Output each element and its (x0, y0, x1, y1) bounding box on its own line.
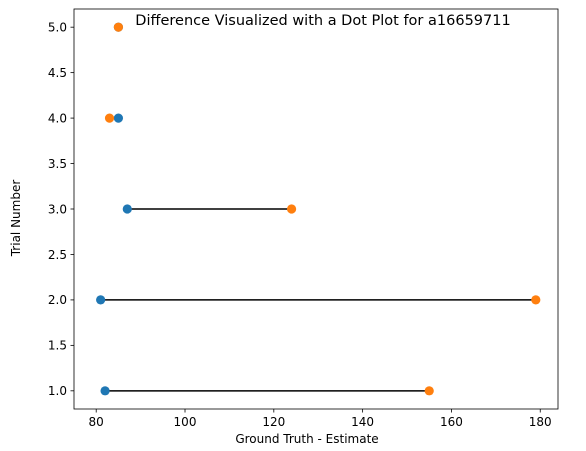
data-points (96, 22, 541, 396)
data-point-orange (104, 113, 115, 123)
x-tick-label: 100 (174, 415, 197, 429)
y-tick-label: 3.0 (48, 202, 67, 216)
y-tick-label: 2.0 (48, 293, 67, 307)
x-tick-label: 120 (262, 415, 285, 429)
data-point-blue (122, 204, 132, 214)
y-tick-label: 1.0 (48, 384, 67, 398)
y-axis-ticks: 1.0 1.5 2.0 2.5 3.0 3.5 4.0 4.5 5.0 (48, 20, 74, 398)
data-point-orange (531, 295, 541, 305)
data-point-orange (424, 386, 434, 396)
data-point-orange (113, 22, 124, 32)
x-tick-label: 180 (529, 415, 552, 429)
y-tick-label: 4.0 (48, 111, 67, 125)
x-tick-label: 160 (440, 415, 463, 429)
connector-lines (100, 117, 536, 392)
x-axis-label: Ground Truth - Estimate (235, 432, 378, 446)
x-tick-label: 80 (89, 415, 104, 429)
y-tick-label: 5.0 (48, 20, 67, 34)
y-tick-label: 3.5 (48, 157, 67, 171)
data-point-blue (100, 386, 110, 396)
x-axis-ticks: 80 100 120 140 160 180 (89, 409, 552, 429)
y-tick-label: 4.5 (48, 66, 67, 80)
data-point-blue (113, 113, 124, 123)
data-point-orange (286, 204, 297, 214)
y-axis-label: Trial Number (9, 180, 23, 258)
chart-title: Difference Visualized with a Dot Plot fo… (135, 13, 510, 29)
data-point-blue (96, 295, 106, 305)
y-tick-label: 2.5 (48, 248, 67, 262)
x-tick-label: 140 (351, 415, 374, 429)
y-tick-label: 1.5 (48, 339, 67, 353)
